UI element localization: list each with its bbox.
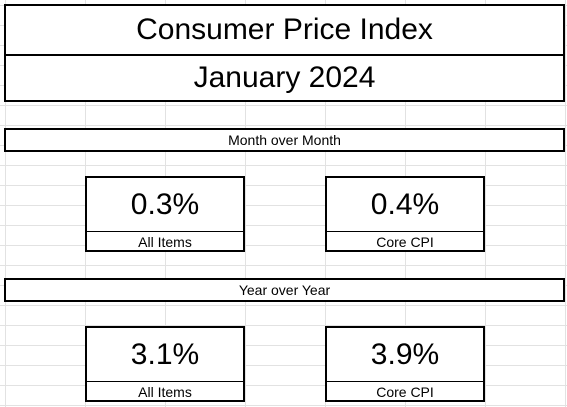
period-title: January 2024: [4, 54, 565, 102]
metric-card-mom-core-cpi: 0.4% Core CPI: [325, 176, 485, 252]
metric-card-mom-all-items: 0.3% All Items: [85, 176, 245, 252]
metric-value: 3.1%: [87, 328, 243, 382]
metric-card-yoy-all-items: 3.1% All Items: [85, 326, 245, 402]
metric-label: Core CPI: [376, 234, 434, 250]
metric-label: All Items: [138, 384, 192, 400]
metric-label: All Items: [138, 234, 192, 250]
metric-label: Core CPI: [376, 384, 434, 400]
section-heading-mom: Month over Month: [4, 128, 565, 152]
metric-card-yoy-core-cpi: 3.9% Core CPI: [325, 326, 485, 402]
section-heading-yoy: Year over Year: [4, 278, 565, 302]
page-title: Consumer Price Index: [4, 4, 565, 56]
metric-value: 0.3%: [87, 178, 243, 232]
metric-value: 3.9%: [327, 328, 483, 382]
metric-value: 0.4%: [327, 178, 483, 232]
